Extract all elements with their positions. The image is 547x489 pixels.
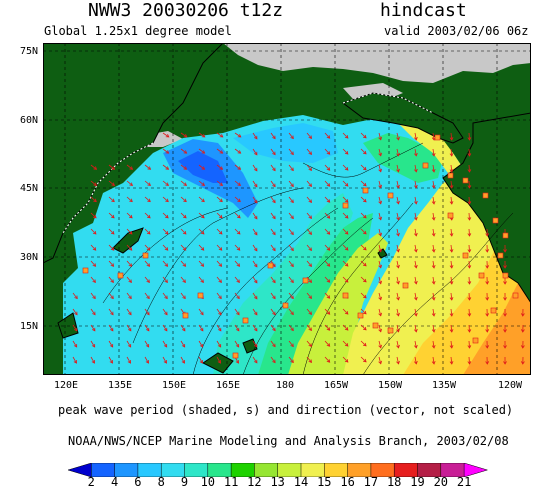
lat-label-75n: 75N — [20, 46, 38, 57]
buoy-marker — [198, 293, 203, 298]
credit-caption: NOAA/NWS/NCEP Marine Modeling and Analys… — [68, 434, 509, 448]
lon-label-150w: 150W — [378, 380, 402, 391]
buoy-marker — [483, 193, 488, 198]
buoy-marker — [373, 323, 378, 328]
lon-label-120w: 120W — [498, 380, 522, 391]
buoy-marker — [423, 163, 428, 168]
lon-label-165e: 165E — [216, 380, 240, 391]
buoy-marker — [493, 218, 498, 223]
buoy-marker — [463, 178, 468, 183]
lat-label-30n: 30N — [20, 252, 38, 263]
buoy-marker — [448, 213, 453, 218]
buoy-marker — [343, 293, 348, 298]
buoy-marker — [363, 188, 368, 193]
buoy-marker — [343, 203, 348, 208]
buoy-marker — [403, 283, 408, 288]
lat-label-60n: 60N — [20, 115, 38, 126]
lon-label-135e: 135E — [108, 380, 132, 391]
lon-label-165w: 165W — [324, 380, 348, 391]
buoy-marker — [473, 338, 478, 343]
valid-time-label: valid 2003/02/06 06z — [384, 24, 529, 38]
buoy-marker — [183, 313, 188, 318]
lon-label-180: 180 — [276, 380, 294, 391]
buoy-marker — [503, 233, 508, 238]
buoy-marker — [303, 278, 308, 283]
lat-label-15n: 15N — [20, 321, 38, 332]
buoy-marker — [435, 135, 440, 140]
buoy-marker — [388, 328, 393, 333]
buoy-marker — [448, 173, 453, 178]
buoy-marker — [358, 313, 363, 318]
buoy-marker — [233, 353, 238, 358]
lon-label-120e: 120E — [54, 380, 78, 391]
lon-label-135w: 135W — [432, 380, 456, 391]
colorbar-tick-label: 21 — [449, 475, 479, 489]
map-title: NWW3 20030206 t12z — [88, 0, 283, 21]
buoy-marker — [283, 303, 288, 308]
buoy-marker — [388, 193, 393, 198]
buoy-marker — [479, 273, 484, 278]
buoy-marker — [118, 273, 123, 278]
buoy-marker — [463, 253, 468, 258]
lat-label-45n: 45N — [20, 183, 38, 194]
lon-label-150e: 150E — [162, 380, 186, 391]
buoy-marker — [268, 263, 273, 268]
buoy-marker — [83, 268, 88, 273]
model-label: Global 1.25x1 degree model — [44, 24, 232, 38]
buoy-marker — [243, 318, 248, 323]
wave-map — [43, 43, 531, 375]
mode-label: hindcast — [380, 0, 467, 21]
buoy-marker — [143, 253, 148, 258]
buoy-marker — [491, 308, 496, 313]
buoy-marker — [513, 293, 518, 298]
buoy-marker — [498, 253, 503, 258]
buoy-marker — [503, 273, 508, 278]
field-caption: peak wave period (shaded, s) and directi… — [58, 403, 513, 417]
